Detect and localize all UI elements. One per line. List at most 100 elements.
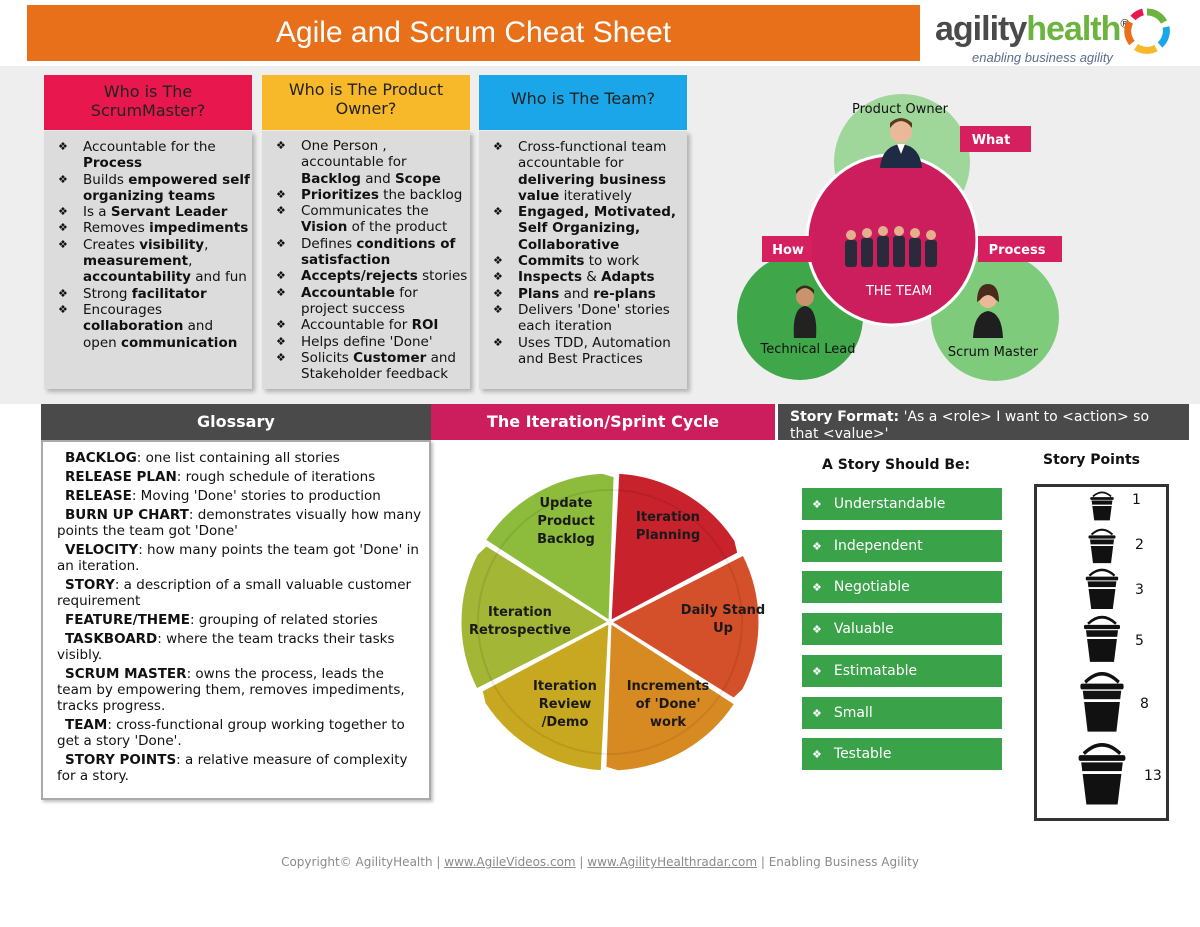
role-bullet-item: Accountable for project success [262, 285, 468, 318]
product-owner-title: Who is The Product Owner? [288, 80, 444, 118]
role-bullet-text: impediments [149, 220, 249, 237]
role-bullet-item: Creates visibility, measurement, account… [44, 237, 250, 286]
story-quality-initial: E [833, 662, 843, 679]
story-quality-initial: V [833, 621, 843, 638]
role-bullet-text: Solicits [301, 349, 354, 366]
role-bullet-item: Solicits Customer and Stakeholder feedba… [262, 350, 468, 383]
role-bullet-text: Delivers 'Done' stories each iteration [518, 301, 670, 335]
story-points-heading: Story Points [1043, 452, 1140, 468]
story-quality-initial: N [833, 579, 845, 596]
role-bullet-text: the backlog [378, 186, 463, 203]
role-bullet-text: Backlog [301, 170, 361, 187]
role-bullet-item: Uses TDD, Automation and Best Practices [479, 335, 685, 368]
glossary-header: Glossary [41, 404, 431, 440]
role-bullet-item: Plans and re-plans [479, 285, 685, 303]
sprint-inner-ring [477, 489, 743, 755]
glossary-entry: VELOCITY: how many points the team got '… [57, 542, 423, 574]
story-quality-initial: U [833, 496, 845, 512]
bucket-icon [1080, 672, 1124, 732]
role-bullet-text: Cross-functional team accountable for [518, 139, 667, 172]
role-bullet-item: Strong facilitator [44, 286, 250, 303]
role-bullet-text: Is a [83, 204, 111, 221]
logo-ring-icon [1124, 8, 1170, 54]
role-bullet-text: Adapts [601, 269, 655, 286]
bucket-icon [1085, 568, 1119, 610]
sprint-segment-label-line: Up [713, 621, 733, 636]
glossary-term: TEAM [65, 717, 108, 733]
product-owner-label: Product Owner [852, 102, 949, 117]
sprint-segment-label-line: Increments [627, 679, 710, 694]
sprint-segment-label: Iteration Planning [636, 510, 700, 543]
role-bullet-item: Removes impediments [44, 220, 250, 237]
role-bullet-item: Builds empowered self organizing teams [44, 172, 250, 205]
sprint-segment-label: Update Product Backlog [537, 496, 595, 547]
role-bullet-text: and Stakeholder feedback [301, 349, 456, 383]
process-tag-label: Process [989, 243, 1046, 258]
story-quality-rest: aluable [842, 621, 894, 638]
glossary-entry: BURN UP CHART: demonstrates visually how… [57, 507, 423, 539]
story-quality-item: ❖ Valuable [802, 613, 1002, 646]
role-bullet-text: to work [584, 253, 640, 270]
role-bullet-text: empowered self organizing teams [83, 171, 250, 204]
story-quality-rest: stimatable [842, 662, 918, 679]
role-bullet-item: Accepts/rejects stories [262, 268, 468, 285]
role-bullet-text: and [360, 170, 395, 187]
role-bullet-text: Plans [518, 285, 560, 302]
role-bullet-text: Accepts/rejects [301, 268, 418, 285]
glossary-definition: : where the team tracks their tasks visi… [57, 631, 395, 663]
glossary-entry: STORY: a description of a small valuable… [57, 577, 423, 609]
scrummaster-title: Who is The ScrumMaster? [90, 82, 206, 120]
bucket-icon [1078, 743, 1126, 805]
team-list: Cross-functional team accountable for de… [479, 139, 685, 367]
role-bullet-item: Accountable for the Process [44, 139, 250, 172]
glossary-box: BACKLOG: one list containing all stories… [41, 440, 431, 800]
role-bullet-text: Uses TDD, Automation and Best Practices [518, 334, 671, 367]
title-banner [27, 5, 920, 61]
role-bullet-text: visibility [139, 236, 205, 253]
story-quality-initial: S [833, 704, 843, 721]
story-quality-rest: ndependent [838, 537, 923, 554]
story-quality-initial: I [833, 537, 839, 554]
diamond-bullet-icon: ❖ [812, 706, 822, 720]
role-bullet-text: and fun [190, 269, 247, 286]
role-bullet-item: Encourages collaboration and open commun… [44, 302, 250, 351]
sprint-segment [606, 551, 762, 702]
role-bullet-text: Creates [83, 236, 140, 253]
story-format-text: 'As a <role> I want to <action> so that … [790, 409, 1150, 440]
role-bullet-text: conditions of satisfaction [301, 235, 456, 269]
role-bullet-item: Is a Servant Leader [44, 204, 250, 221]
role-bullet-item: Delivers 'Done' stories each iteration [479, 302, 685, 335]
sprint-cycle-diagram: Iteration Planning Daily Stand Up Increments… [458, 470, 765, 774]
role-bullet-text: Communicates the [301, 203, 429, 220]
role-bullet-text: and open [83, 318, 214, 351]
technical-lead-person-icon [793, 285, 817, 338]
glossary-definition: : a relative measure of complexity for a… [57, 752, 408, 784]
story-format: Story Format: 'As a <role> I want to <ac… [778, 404, 1189, 440]
footer-link-agilevideos[interactable]: www.AgileVideos.com [444, 855, 576, 869]
role-bullet-text: , [204, 236, 209, 253]
glossary-term: RELEASE PLAN [65, 469, 177, 485]
role-bullet-item: One Person , accountable for Backlog and… [262, 138, 468, 187]
logo-word-health: health [1026, 10, 1121, 48]
glossary-entry: TEAM: cross-functional group working tog… [57, 717, 423, 749]
role-bullet-item: Inspects & Adapts [479, 269, 685, 286]
role-bullet-text: Scope [394, 170, 441, 187]
sprint-segment-label-line: work [650, 715, 686, 730]
glossary-definition: : rough schedule of iterations [176, 469, 376, 485]
role-bullet-text: Removes [83, 220, 150, 237]
sprint-segment-label-line: /Demo [542, 715, 589, 730]
role-bullet-text: accountability [83, 269, 191, 286]
sprint-segment-label: Iteration Retrospective [469, 605, 571, 638]
diamond-bullet-icon: ❖ [812, 581, 822, 595]
role-bullet-text: communication [120, 334, 238, 351]
story-point-value: 8 [1140, 696, 1149, 712]
technical-lead-label: Technical Lead [759, 342, 855, 357]
the-team-label: THE TEAM [865, 284, 932, 299]
footer-link-agilityhealthradar[interactable]: www.AgilityHealthradar.com [587, 855, 758, 869]
story-quality-rest: estable [840, 746, 892, 763]
bucket-icon [1088, 528, 1116, 564]
sprint-segment-label: Iteration Review/Demo [533, 679, 597, 730]
diamond-bullet-icon: ❖ [812, 748, 822, 762]
role-bullet-text: & [581, 269, 602, 286]
role-bullet-item: Commits to work [479, 253, 685, 270]
